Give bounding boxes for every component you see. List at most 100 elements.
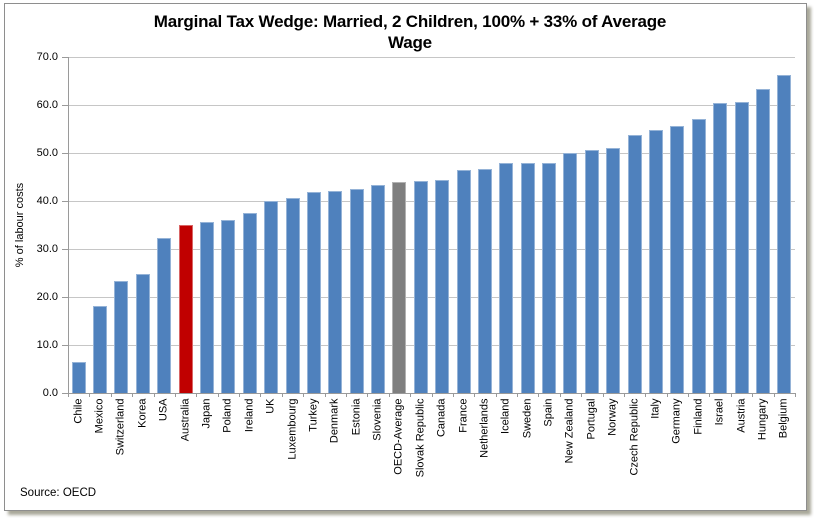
x-tick-23 [559, 393, 561, 397]
chart-title: Marginal Tax Wedge: Married, 2 Children,… [30, 11, 790, 53]
x-label-mexico: Mexico [93, 398, 106, 434]
y-tick-60.0 [62, 105, 68, 106]
y-tick-label-40.0: 40.0 [36, 195, 58, 207]
gridline-40 [68, 201, 795, 202]
x-label-spain: Spain [542, 398, 555, 427]
x-label-norway: Norway [606, 398, 619, 436]
x-label-canada: Canada [435, 398, 448, 438]
bar-austria [734, 102, 749, 393]
bar-belgium [777, 74, 792, 393]
x-label-new-zealand: New Zealand [563, 398, 576, 464]
x-label-australia: Australia [179, 398, 192, 442]
x-label-belgium: Belgium [777, 398, 790, 439]
chart-title-line1: Marginal Tax Wedge: Married, 2 Children,… [153, 12, 667, 31]
x-tick-27 [645, 393, 647, 397]
x-label-italy: Italy [649, 398, 662, 419]
x-tick-4 [153, 393, 155, 397]
bar-portugal [584, 150, 599, 393]
bar-japan [199, 221, 214, 393]
x-tick-5 [174, 393, 176, 397]
x-label-israel: Israel [713, 398, 726, 426]
x-tick-28 [666, 393, 668, 397]
x-tick-15 [388, 393, 390, 397]
x-tick-33 [773, 393, 775, 397]
gridline-70 [68, 57, 795, 58]
x-label-slovenia: Slovenia [371, 398, 384, 441]
bar-uk [264, 201, 279, 393]
y-tick-label-30.0: 30.0 [36, 243, 58, 255]
bar-chile [71, 362, 86, 393]
x-label-japan: Japan [200, 398, 213, 429]
bar-korea [135, 274, 150, 393]
x-label-denmark: Denmark [328, 398, 341, 444]
x-tick-30 [709, 393, 711, 397]
x-label-france: France [457, 398, 470, 433]
x-tick-18 [452, 393, 454, 397]
bar-israel [713, 103, 728, 393]
y-tick-70.0 [62, 57, 68, 58]
bar-germany [670, 126, 685, 393]
bar-norway [606, 148, 621, 393]
x-tick-1 [89, 393, 91, 397]
x-label-oecd-average: OECD-Average [392, 398, 405, 475]
bar-france [456, 169, 471, 393]
x-label-ireland: Ireland [243, 398, 256, 433]
x-label-finland: Finland [692, 398, 705, 435]
x-tick-26 [623, 393, 625, 397]
x-label-korea: Korea [136, 398, 149, 428]
bar-oecd-average [392, 182, 407, 393]
bar-mexico [93, 305, 108, 393]
x-label-luxembourg: Luxembourg [286, 398, 298, 460]
x-tick-6 [196, 393, 198, 397]
x-tick-16 [410, 393, 412, 397]
x-tick-25 [602, 393, 604, 397]
x-tick-29 [688, 393, 690, 397]
y-tick-label-10.0: 10.0 [36, 339, 58, 351]
x-label-austria: Austria [735, 398, 748, 433]
gridline-20 [68, 297, 795, 298]
x-label-iceland: Iceland [499, 398, 512, 434]
y-axis-line [68, 57, 69, 397]
bar-netherlands [477, 168, 492, 393]
x-label-hungary: Hungary [756, 398, 769, 441]
y-tick-30.0 [62, 249, 68, 250]
x-tick-20 [495, 393, 497, 397]
y-axis-title: % of labour costs [14, 182, 26, 268]
x-label-czech-republic: Czech Republic [628, 398, 641, 476]
x-tick-34 [795, 393, 796, 397]
bar-denmark [328, 190, 343, 393]
x-label-uk: UK [264, 398, 277, 414]
x-label-germany: Germany [670, 398, 683, 444]
bar-finland [691, 119, 706, 393]
bar-switzerland [114, 281, 129, 393]
x-label-sweden: Sweden [521, 398, 534, 439]
gridline-10 [68, 345, 795, 346]
x-label-estonia: Estonia [350, 398, 363, 436]
x-tick-3 [132, 393, 134, 397]
x-tick-22 [538, 393, 540, 397]
y-tick-label-70.0: 70.0 [36, 51, 58, 63]
x-label-turkey: Turkey [307, 398, 320, 432]
bar-estonia [349, 188, 364, 393]
bar-iceland [499, 163, 514, 393]
x-tick-2 [110, 393, 112, 397]
bar-usa [157, 237, 172, 393]
x-label-usa: USA [157, 398, 170, 422]
bar-turkey [306, 191, 321, 393]
bar-spain [542, 162, 557, 393]
x-label-slovak-republic: Slovak Republic [414, 398, 427, 478]
x-tick-31 [730, 393, 732, 397]
y-tick-10.0 [62, 345, 68, 346]
y-tick-label-20.0: 20.0 [36, 291, 58, 303]
x-tick-32 [752, 393, 754, 397]
x-tick-14 [367, 393, 369, 397]
bar-hungary [755, 89, 770, 393]
bar-sweden [520, 162, 535, 393]
x-tick-8 [239, 393, 241, 397]
x-axis-line [68, 393, 795, 394]
y-tick-40.0 [62, 201, 68, 202]
bar-ireland [242, 212, 257, 393]
x-label-portugal: Portugal [585, 398, 598, 440]
y-tick-label-0.0: 0.0 [42, 387, 58, 399]
gridline-30 [68, 249, 795, 250]
